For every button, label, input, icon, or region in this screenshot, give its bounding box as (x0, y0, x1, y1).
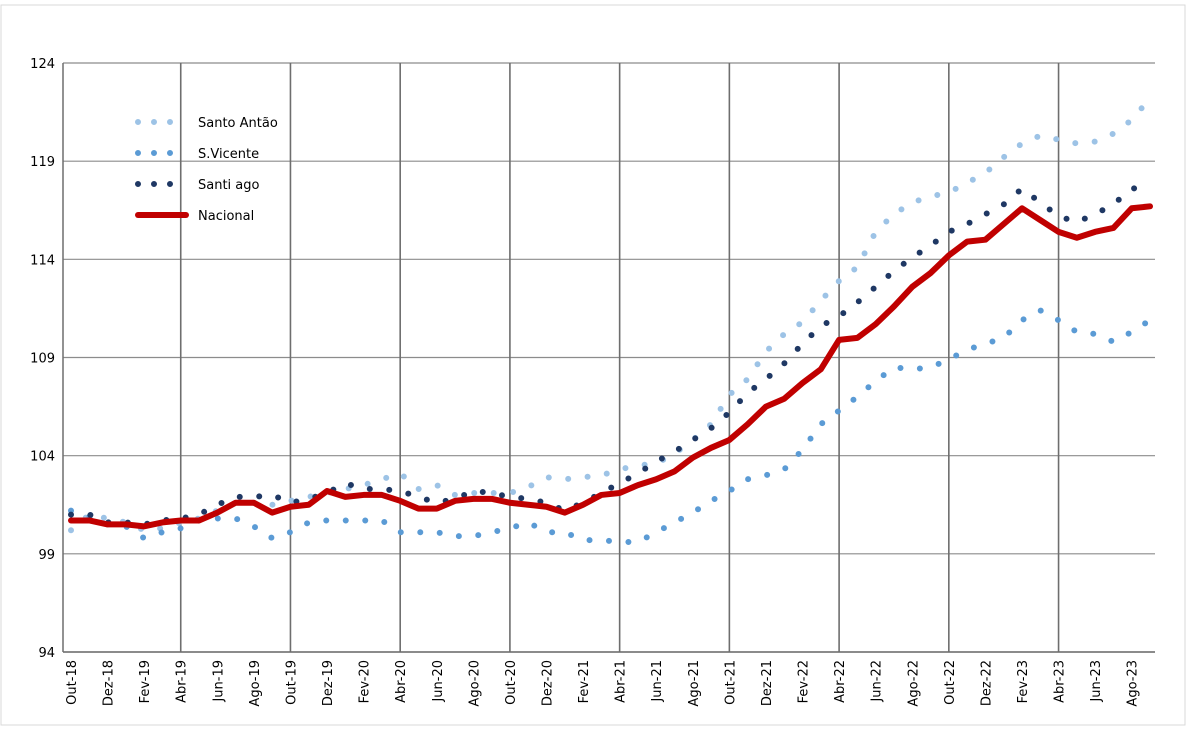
y-tick-label: 114 (30, 253, 55, 268)
x-tick-label: Dez-19 (321, 660, 336, 706)
series-line (68, 183, 1153, 528)
x-tick-label: Jun-22 (870, 660, 885, 703)
x-tick-label: Out-19 (284, 660, 299, 705)
y-tick-label: 109 (30, 352, 55, 367)
x-tick-label: Jun-20 (431, 660, 446, 703)
x-tick-label: Ago-21 (687, 660, 702, 707)
legend-label: Nacional (198, 209, 254, 224)
legend-label: Santi ago (198, 178, 260, 193)
series-line (68, 307, 1153, 546)
y-tick-label: 94 (38, 646, 55, 661)
x-tick-label: Out-18 (65, 660, 80, 705)
x-tick-label: Ago-19 (248, 660, 263, 707)
x-tick-label: Ago-22 (906, 660, 921, 707)
series-line (68, 203, 1153, 530)
y-tick-label: 124 (30, 57, 55, 72)
x-tick-label: Dez-21 (760, 660, 775, 706)
x-tick-label: Jun-21 (650, 660, 665, 703)
x-tick-label: Ago-23 (1126, 660, 1141, 707)
x-tick-label: Jun-23 (1089, 660, 1104, 703)
x-tick-label: Abr-22 (833, 660, 848, 703)
x-tick-label: Fev-19 (138, 660, 153, 703)
x-tick-label: Ago-20 (467, 660, 482, 707)
x-tick-label: Abr-19 (175, 660, 190, 703)
x-tick-label: Dez-18 (102, 660, 117, 706)
x-tick-label: Fev-23 (1016, 660, 1031, 703)
y-tick-label: 99 (38, 548, 55, 563)
legend-label: S.Vicente (198, 147, 259, 162)
x-tick-label: Fev-21 (577, 660, 592, 703)
y-tick-label: 104 (30, 450, 55, 465)
x-tick-label: Jun-19 (211, 660, 226, 703)
legend-label: Santo Antão (198, 116, 278, 131)
x-tick-label: Fev-22 (797, 660, 812, 703)
x-tick-label: Abr-21 (614, 660, 629, 703)
chart-frame (0, 4, 1186, 726)
x-tick-label: Out-21 (723, 660, 738, 705)
x-tick-label: Out-20 (504, 660, 519, 705)
x-tick-label: Fev-20 (358, 660, 373, 703)
x-tick-label: Abr-20 (394, 660, 409, 703)
x-tick-label: Out-22 (943, 660, 958, 705)
y-tick-label: 119 (30, 155, 55, 170)
x-tick-label: Dez-22 (979, 660, 994, 706)
x-tick-label: Dez-20 (540, 660, 555, 706)
x-tick-label: Abr-23 (1053, 660, 1068, 703)
